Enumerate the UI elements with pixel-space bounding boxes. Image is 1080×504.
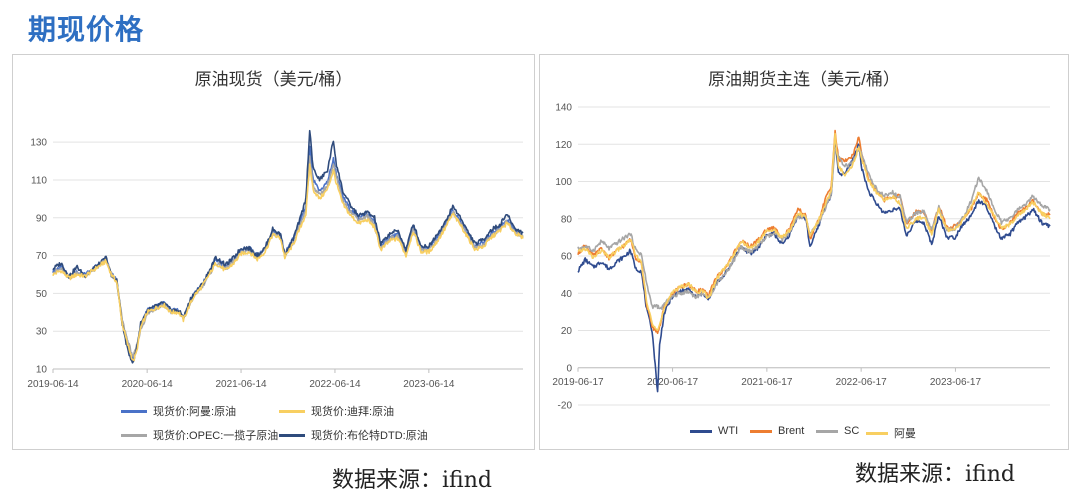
- legend-label-sc: SC: [844, 425, 860, 437]
- legend-swatch-sc: [816, 429, 838, 433]
- y-tick-label: 10: [36, 365, 48, 376]
- legend-swatch-brent: [750, 429, 772, 433]
- y-tick-label: 0: [566, 363, 572, 374]
- legend-label-dubai: 现货价:迪拜:原油: [311, 406, 395, 418]
- spot-chart-title: 原油现货（美元/桶）: [194, 70, 353, 89]
- legend-label-brent-dtd: 现货价:布伦特DTD:原油: [311, 430, 428, 442]
- y-tick-label: 70: [36, 251, 48, 262]
- legend-item-dubai: 现货价:迪拜:原油: [279, 403, 394, 419]
- legend-item-brent-dtd: 现货价:布伦特DTD:原油: [279, 427, 428, 443]
- legend-item-oman-futures: 阿曼: [866, 425, 916, 441]
- spot-price-chart: 10 30 50 70 90 110 130 2019-06-14 2020-06-14 2021…: [27, 129, 524, 390]
- legend-swatch-dubai: [279, 409, 305, 413]
- y-tick-label: 50: [36, 289, 48, 300]
- series-line-WTI: [577, 137, 1051, 393]
- legend-item-sc: SC: [816, 425, 859, 437]
- y-tick-label: 30: [36, 327, 48, 338]
- x-tick-label: 2022-06-17: [836, 377, 888, 388]
- futures-chart-panel: 原油期货主连（美元/桶） -20 0 20 40 60 80 100 120 140 2019-0…: [539, 54, 1069, 450]
- legend-item-opec: 现货价:OPEC:一揽子原油: [121, 427, 278, 443]
- y-tick-label: 110: [31, 175, 47, 186]
- x-tick-label: 2019-06-17: [552, 377, 604, 388]
- y-tick-label: 130: [30, 138, 47, 149]
- y-tick-label: 120: [555, 140, 572, 151]
- series-line-Brent: [577, 129, 1051, 335]
- x-tick-label: 2022-06-14: [309, 379, 361, 390]
- x-tick-label: 2021-06-17: [741, 377, 793, 388]
- legend-label-opec: 现货价:OPEC:一揽子原油: [153, 430, 279, 442]
- y-tick-label: 40: [561, 289, 573, 300]
- legend-swatch-wti: [690, 429, 712, 433]
- y-tick-label: 60: [561, 252, 573, 263]
- y-tick-label: -20: [558, 401, 573, 412]
- legend-label-oman: 现货价:阿曼:原油: [153, 406, 237, 418]
- legend-item-brent: Brent: [750, 425, 804, 437]
- y-tick-label: 80: [561, 214, 573, 225]
- spot-price-chart-panel: 原油现货（美元/桶） 10 30 50 70 90 110 130 2019-06-14 202…: [12, 54, 535, 450]
- x-tick-label: 2021-06-14: [215, 379, 267, 390]
- data-source-right: 数据来源：ifind: [855, 462, 1015, 487]
- series-line-现货价:布伦特DTD:原油: [52, 129, 524, 364]
- y-tick-label: 140: [555, 103, 572, 114]
- series-line-阿曼: [577, 132, 1051, 331]
- legend-label-wti: WTI: [718, 425, 739, 437]
- legend-swatch-brent-dtd: [279, 433, 305, 437]
- x-tick-label: 2023-06-14: [403, 379, 455, 390]
- legend-label-oman-futures: 阿曼: [894, 428, 916, 440]
- page-title: 期现价格: [28, 14, 145, 45]
- x-tick-label: 2019-06-14: [27, 379, 79, 390]
- legend-swatch-opec: [121, 433, 147, 437]
- x-tick-label: 2020-06-14: [122, 379, 174, 390]
- data-source-left: 数据来源：ifind: [332, 468, 492, 493]
- x-tick-label: 2023-06-17: [930, 377, 982, 388]
- x-tick-label: 2020-06-17: [647, 377, 699, 388]
- legend-swatch-oman: [121, 409, 147, 413]
- futures-price-chart: -20 0 20 40 60 80 100 120 140 2019-06-17 2020-06-1…: [552, 103, 1051, 412]
- legend-item-wti: WTI: [690, 425, 738, 437]
- futures-chart-title: 原油期货主连（美元/桶）: [708, 70, 900, 89]
- legend-swatch-oman-futures: [866, 431, 888, 435]
- y-tick-label: 90: [36, 213, 48, 224]
- legend-label-brent: Brent: [778, 425, 805, 437]
- series-line-现货价:迪拜:原油: [52, 163, 524, 362]
- y-tick-label: 20: [561, 326, 573, 337]
- legend-item-oman: 现货价:阿曼:原油: [121, 403, 236, 419]
- y-tick-label: 100: [555, 177, 572, 188]
